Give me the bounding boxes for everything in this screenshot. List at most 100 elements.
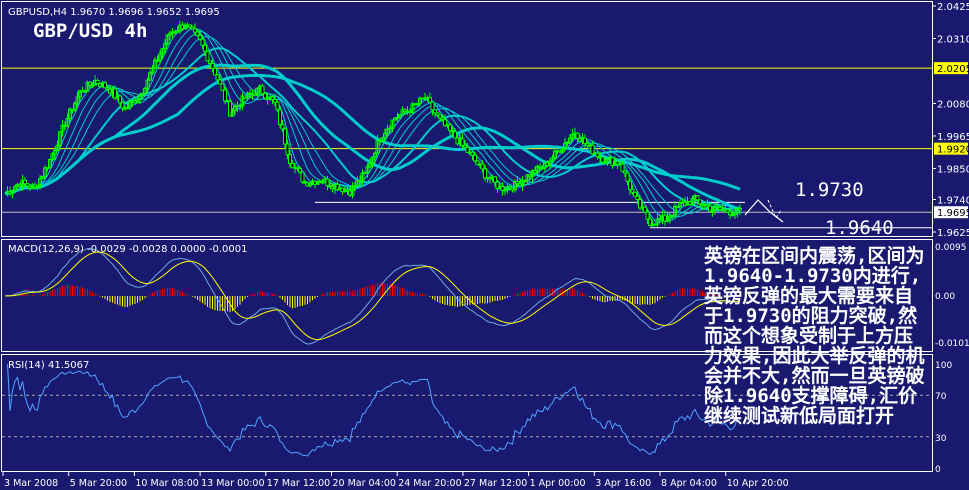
candle-body — [705, 204, 710, 207]
candle-body — [415, 102, 420, 105]
candle-body — [25, 183, 30, 187]
candle-body — [623, 170, 627, 174]
candle-body — [220, 83, 225, 91]
candle-body — [48, 158, 52, 169]
forecast-arrow-path — [744, 199, 784, 223]
candle-body — [175, 30, 180, 33]
candle-body — [270, 96, 275, 100]
candle-body — [215, 74, 220, 81]
candle-body — [733, 212, 737, 216]
candle-body — [298, 167, 302, 173]
price-marker-label: 2.0205 — [937, 64, 969, 75]
candle-body — [393, 117, 397, 121]
price-marker — [934, 62, 968, 75]
x-tick-label: 10 Apr 20:00 — [727, 478, 789, 489]
candle-body — [508, 186, 512, 189]
x-tick-label: 13 Mar 00:00 — [201, 478, 264, 489]
candle-body — [208, 60, 212, 65]
candle-body — [525, 174, 530, 182]
rsi-tick-label: 30 — [935, 434, 947, 444]
candle-body — [23, 179, 27, 185]
price-marker — [934, 142, 968, 155]
candle-body — [113, 88, 117, 99]
candle-body — [575, 132, 580, 140]
candle-body — [140, 92, 145, 96]
candle-body — [135, 99, 140, 104]
candle-body — [160, 47, 165, 55]
candle-body — [738, 207, 742, 211]
candle-body — [620, 163, 625, 172]
x-tick-label: 5 Mar 20:00 — [70, 478, 127, 489]
candle-body — [560, 148, 565, 153]
candle-body — [385, 128, 390, 134]
candle-body — [335, 183, 340, 191]
candle-body — [190, 26, 195, 30]
candle-body — [255, 87, 260, 96]
candle-body — [245, 92, 250, 99]
candle-body — [218, 79, 222, 85]
candle-body — [53, 149, 57, 155]
candle-body — [398, 113, 402, 118]
candle-body — [325, 178, 330, 187]
candle-body — [460, 138, 465, 146]
candle-body — [380, 137, 385, 142]
candle-body — [430, 101, 435, 111]
candle-body — [690, 198, 695, 206]
candle-body — [188, 24, 192, 28]
candle-body — [285, 143, 290, 155]
y-tick-label: 1.9965 — [937, 132, 969, 143]
candle-body — [725, 209, 730, 213]
price-marker — [934, 206, 968, 219]
candle-body — [58, 131, 62, 146]
candle-body — [605, 157, 610, 164]
range-low-label: 1.9640 — [825, 217, 894, 239]
candle-body — [548, 160, 552, 167]
candle-body — [280, 124, 285, 130]
candle-body — [535, 165, 540, 174]
candle-body — [373, 152, 377, 158]
candle-body — [625, 172, 630, 182]
candle-body — [718, 206, 722, 211]
candle-body — [550, 157, 555, 162]
candle-body — [710, 208, 715, 212]
candle-body — [73, 102, 77, 111]
candle-body — [233, 106, 237, 112]
candle-body — [673, 205, 677, 216]
candle-body — [205, 50, 210, 62]
macd-signal-line — [4, 251, 741, 341]
candle-body — [263, 93, 267, 99]
candle-body — [648, 218, 652, 227]
analysis-note: 英镑在区间内震荡,区间为1.9640-1.9730内进行,英镑反弹的最大需要来自… — [704, 245, 925, 427]
candle-body — [465, 146, 470, 153]
candle-body — [500, 186, 505, 192]
candle-body — [360, 172, 365, 182]
candle-body — [473, 154, 477, 162]
candle-body — [300, 171, 305, 183]
x-tick-label: 24 Mar 20:00 — [398, 478, 461, 489]
candle-body — [65, 118, 70, 127]
macd-tick-label: -0.0101 — [935, 339, 969, 349]
candle-body — [203, 44, 207, 52]
candle-body — [198, 34, 202, 40]
candle-body — [345, 188, 350, 192]
candle-body — [273, 98, 277, 103]
candle-body — [483, 168, 487, 179]
candle-body — [365, 166, 370, 173]
macd-line — [4, 248, 741, 345]
candle-body — [553, 150, 557, 159]
candle-body — [530, 170, 535, 177]
candle-body — [448, 124, 452, 132]
candle-body — [410, 103, 415, 113]
candle-body — [145, 79, 150, 89]
candle-body — [715, 205, 720, 208]
candle-body — [148, 72, 152, 81]
candle-body — [210, 63, 215, 69]
candle-body — [633, 191, 637, 197]
candle-body — [450, 130, 455, 133]
candle-body — [668, 215, 672, 219]
y-tick-label: 2.0425 — [937, 2, 969, 13]
chart-title: GBP/USD 4h — [33, 20, 147, 42]
candle-body — [515, 180, 520, 184]
candle-body — [655, 218, 660, 225]
candle-body — [570, 133, 575, 139]
